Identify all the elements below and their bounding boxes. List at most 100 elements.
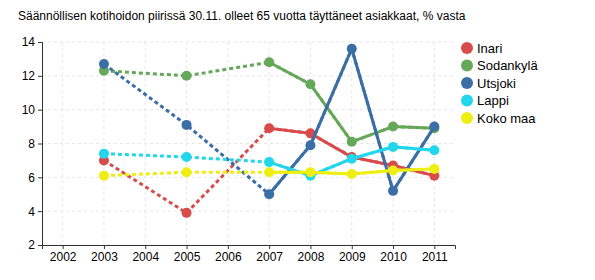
- tick-label: 12: [22, 69, 36, 83]
- tick: 14: [22, 35, 42, 49]
- series-line-dashed: [104, 128, 434, 213]
- series-line: [269, 49, 434, 194]
- tick-label: 2003: [91, 250, 118, 264]
- tick: 2010: [380, 245, 407, 264]
- grid: [42, 42, 455, 245]
- marker: [182, 152, 192, 162]
- tick-mark: [38, 110, 42, 111]
- marker: [347, 154, 357, 164]
- tick-label: 2002: [50, 250, 77, 264]
- legend-swatch: [461, 60, 473, 72]
- marker: [429, 122, 439, 132]
- marker: [264, 157, 274, 167]
- marker: [99, 171, 109, 181]
- grid-line: [227, 42, 228, 245]
- chart: Säännöllisen kotihoidon piirissä 30.11. …: [0, 0, 595, 280]
- legend-swatch: [461, 77, 473, 89]
- y-axis: 2 4 6 8 10 12 14: [22, 35, 43, 252]
- tick-mark: [352, 245, 353, 249]
- grid-line: [269, 42, 270, 245]
- axis-line: [43, 246, 456, 250]
- tick-mark: [310, 245, 311, 249]
- tick-label: 2008: [298, 250, 325, 264]
- tick: 2004: [132, 245, 159, 264]
- plot-area: [99, 44, 439, 218]
- tick-label: 2: [28, 238, 35, 252]
- tick: 2008: [298, 245, 325, 264]
- series-line-dashed: [104, 49, 434, 194]
- tick: 2007: [256, 245, 283, 264]
- tick-label: 10: [22, 103, 36, 117]
- tick-mark: [393, 245, 394, 249]
- tick-mark: [228, 245, 229, 249]
- marker: [182, 71, 192, 81]
- tick-mark: [187, 245, 188, 249]
- tick-mark: [38, 211, 42, 212]
- x-axis: 2002 2003 2004 2005 2006 2007 2008 2009 2010 2011: [43, 245, 456, 264]
- series: [99, 142, 439, 181]
- series: [99, 123, 439, 218]
- tick-label: 2009: [339, 250, 366, 264]
- legend-swatch: [461, 42, 473, 54]
- marker: [388, 122, 398, 132]
- marker: [347, 169, 357, 179]
- marker: [429, 164, 439, 174]
- title: Säännöllisen kotihoidon piirissä 30.11. …: [18, 9, 466, 23]
- tick: 4: [28, 205, 42, 219]
- series-line: [269, 128, 434, 175]
- marker: [182, 120, 192, 130]
- legend-label: Lappi: [477, 93, 509, 108]
- marker: [182, 208, 192, 218]
- tick-label: 2005: [174, 250, 201, 264]
- legend-label: Inari: [477, 41, 502, 56]
- marker: [347, 137, 357, 147]
- grid-line: [62, 42, 63, 245]
- marker: [429, 145, 439, 155]
- series: [99, 44, 439, 199]
- tick-mark: [269, 245, 270, 249]
- tick-label: 2004: [132, 250, 159, 264]
- marker: [388, 186, 398, 196]
- tick-mark: [38, 42, 42, 43]
- marker: [99, 149, 109, 159]
- series-line: [269, 62, 434, 142]
- marker: [388, 166, 398, 176]
- tick: 2003: [91, 245, 118, 264]
- tick: 2005: [174, 245, 201, 264]
- tick: 2: [28, 238, 42, 252]
- axis-line: [38, 43, 43, 246]
- marker: [264, 189, 274, 199]
- marker: [99, 59, 109, 69]
- legend-label: Utsjoki: [477, 76, 516, 91]
- tick-mark: [38, 76, 42, 77]
- series: [99, 57, 439, 147]
- marker: [182, 167, 192, 177]
- tick: 2011: [422, 245, 448, 264]
- tick-label: 2006: [215, 250, 242, 264]
- tick-label: 2010: [380, 250, 407, 264]
- marker: [388, 142, 398, 152]
- series: [99, 164, 439, 181]
- tick-mark: [38, 245, 42, 246]
- tick-mark: [104, 245, 105, 249]
- tick: 10: [22, 103, 42, 117]
- tick: 2006: [215, 245, 242, 264]
- tick-label: 2011: [422, 250, 448, 264]
- tick: 8: [28, 137, 42, 151]
- tick-label: 2007: [256, 250, 283, 264]
- tick-label: 8: [28, 137, 35, 151]
- legend: InariSodankyläUtsjokiLappiKoko maa: [461, 41, 538, 126]
- tick-mark: [38, 177, 42, 178]
- tick-label: 4: [28, 205, 35, 219]
- tick: 6: [28, 171, 42, 185]
- tick-label: 6: [28, 171, 35, 185]
- marker: [264, 57, 274, 67]
- tick-mark: [63, 245, 64, 249]
- marker: [305, 140, 315, 150]
- tick-mark: [434, 245, 435, 249]
- marker: [264, 123, 274, 133]
- grid-line: [434, 42, 435, 245]
- legend-label: Koko maa: [477, 111, 536, 126]
- marker: [305, 167, 315, 177]
- series-line-dashed: [104, 62, 434, 142]
